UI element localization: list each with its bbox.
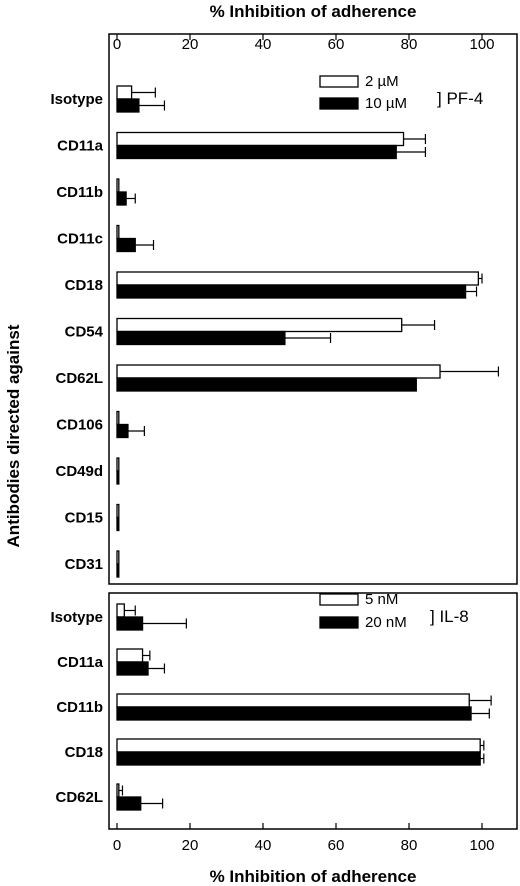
- bar-open: [116, 693, 470, 708]
- bar-open: [116, 503, 120, 519]
- bottom-tick-label: 60: [328, 837, 345, 854]
- category-label: Isotype: [50, 609, 103, 626]
- legend-group-label: ] IL-8: [430, 607, 469, 626]
- bar-filled: [116, 516, 120, 532]
- bottom-tick-label: 0: [113, 837, 121, 854]
- bar-filled: [116, 661, 149, 676]
- bar-open: [116, 271, 480, 286]
- category-label: CD11c: [57, 231, 103, 248]
- bar-open: [116, 648, 144, 663]
- category-label: CD54: [65, 324, 104, 341]
- category-label: CD15: [65, 510, 103, 527]
- bar-open: [116, 317, 403, 333]
- panel-frame-1: [108, 592, 518, 830]
- top-tick-label: 60: [328, 36, 345, 53]
- category-label: CD49d: [55, 463, 103, 480]
- bar-filled: [116, 330, 286, 346]
- legend-group-label: ] PF-4: [437, 89, 483, 108]
- bar-filled: [116, 751, 481, 766]
- bottom-tick-label: 80: [401, 837, 418, 854]
- bar-open: [116, 364, 441, 379]
- bar-filled: [116, 616, 144, 631]
- bar-open: [116, 550, 120, 565]
- bar-filled: [116, 237, 136, 253]
- top-axis-title: % Inhibition of adherence: [210, 2, 417, 21]
- bottom-tick-label: 40: [255, 837, 272, 854]
- bar-open: [116, 224, 120, 240]
- bar-open: [116, 783, 120, 798]
- bar-open: [116, 603, 125, 618]
- bottom-tick-label: 100: [469, 837, 494, 854]
- category-label: CD62L: [55, 789, 103, 806]
- bar-open: [116, 738, 481, 753]
- bar-filled: [116, 423, 129, 439]
- top-tick-label: 100: [469, 36, 494, 53]
- legend-swatch-open: [319, 75, 359, 88]
- category-label: CD31: [65, 556, 103, 573]
- legend-swatch-filled: [319, 616, 359, 629]
- category-label: CD11b: [56, 184, 103, 201]
- bar-filled: [116, 796, 142, 811]
- legend-swatch-filled: [319, 97, 359, 110]
- category-label: CD11a: [57, 138, 104, 155]
- top-tick-label: 0: [113, 36, 121, 53]
- category-label: CD18: [65, 744, 103, 761]
- legend-label: 2 µM: [365, 73, 399, 90]
- bottom-tick-label: 20: [182, 837, 199, 854]
- bar-filled: [116, 470, 120, 485]
- bar-open: [116, 131, 405, 147]
- top-tick-label: 40: [255, 36, 272, 53]
- category-label: Isotype: [50, 91, 103, 108]
- legend-swatch-open: [319, 593, 359, 606]
- bar-open: [116, 85, 133, 100]
- y-axis-title: Antibodies directed against: [4, 324, 23, 547]
- legend-label: 20 nM: [365, 614, 407, 631]
- bar-filled: [116, 563, 120, 578]
- category-label: CD11a: [57, 654, 104, 671]
- bar-filled: [116, 144, 397, 160]
- bar-filled: [116, 284, 467, 299]
- bar-open: [116, 178, 120, 193]
- bar-filled: [116, 377, 417, 392]
- top-tick-label: 20: [182, 36, 199, 53]
- category-label: CD18: [65, 277, 103, 294]
- bar-open: [116, 457, 120, 472]
- bar-filled: [116, 191, 127, 206]
- bar-filled: [116, 706, 472, 721]
- top-tick-label: 80: [401, 36, 418, 53]
- bar-filled: [116, 98, 140, 113]
- bar-open: [116, 410, 120, 426]
- bottom-axis-title: % Inhibition of adherence: [210, 867, 417, 886]
- legend-label: 5 nM: [365, 591, 398, 608]
- panel-frame-0: [108, 33, 518, 585]
- legend-label: 10 µM: [365, 95, 407, 112]
- category-label: CD62L: [55, 370, 103, 387]
- category-label: CD11b: [56, 699, 103, 716]
- category-label: CD106: [56, 417, 103, 434]
